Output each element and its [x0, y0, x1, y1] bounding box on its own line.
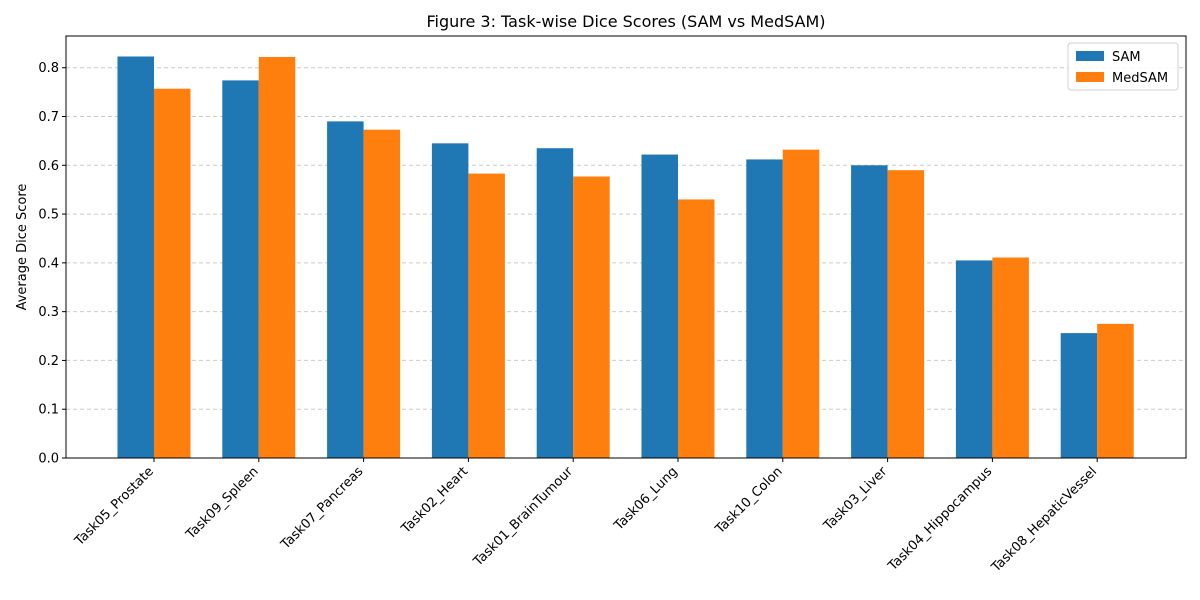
bar-medsam [1097, 323, 1134, 458]
legend-swatch-medsam [1076, 72, 1104, 82]
legend: SAM MedSAM [1067, 42, 1179, 91]
y-tick-label: 0.3 [38, 305, 59, 320]
bar-sam [117, 56, 154, 458]
y-tick-label: 0.5 [38, 208, 59, 223]
y-tick-label: 0.6 [38, 159, 59, 174]
bar-medsam [782, 149, 820, 458]
bar-sam [851, 165, 888, 458]
legend-label-medsam: MedSAM [1112, 71, 1168, 86]
y-tick-label: 0.4 [38, 256, 59, 271]
bar-medsam [992, 257, 1029, 458]
bar-medsam [258, 56, 296, 459]
bar-sam [327, 121, 364, 458]
y-axis-label: Average Dice Score [15, 184, 30, 311]
plot-frame [65, 35, 1187, 459]
bar-sam [536, 148, 574, 458]
y-tick-label: 0.7 [38, 110, 59, 125]
y-tick-label: 0.2 [38, 354, 59, 369]
y-tick-label: 0.1 [38, 403, 59, 418]
bar-sam [746, 159, 783, 459]
legend-label-sam: SAM [1112, 50, 1141, 65]
y-tick-label: 0.8 [38, 61, 59, 76]
y-axis-ticks: 0.0 0.1 0.2 0.3 0.4 0.5 0.6 0.7 0.8 [38, 61, 66, 467]
legend-swatch-sam [1076, 51, 1104, 61]
bar-sam [641, 154, 678, 458]
bar-sam [222, 80, 259, 458]
bar-medsam [154, 88, 191, 458]
bar-medsam [887, 170, 925, 458]
bar-medsam [678, 199, 715, 458]
bar-sam [1060, 333, 1098, 458]
bars [117, 56, 1134, 459]
bar-sam [955, 260, 993, 458]
chart-title: Figure 3: Task-wise Dice Scores (SAM vs … [426, 12, 825, 31]
bar-medsam [573, 176, 610, 459]
bar-medsam [363, 129, 401, 458]
y-tick-label: 0.0 [38, 452, 59, 467]
bar-sam [431, 143, 469, 459]
bar-medsam [468, 173, 505, 458]
